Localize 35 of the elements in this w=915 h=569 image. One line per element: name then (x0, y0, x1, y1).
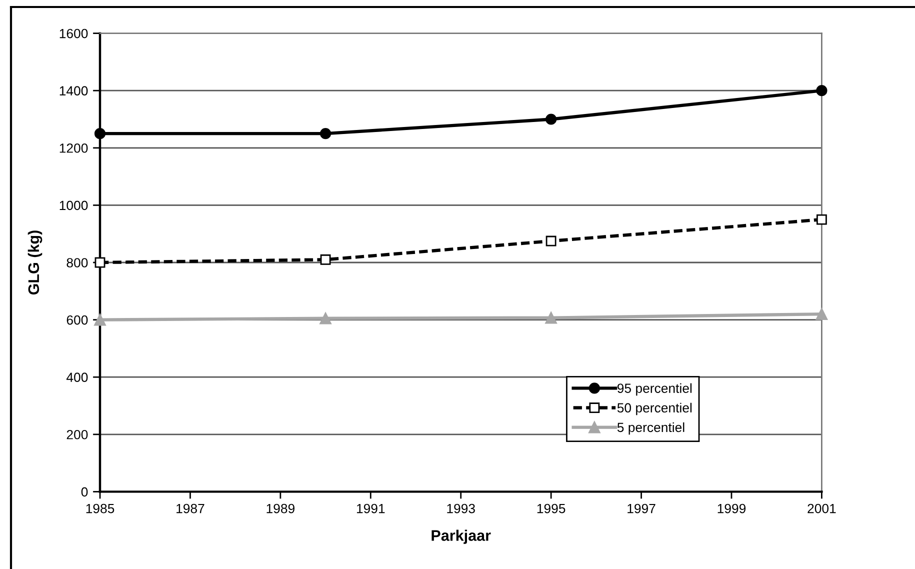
point (545, 312, 557, 324)
y-tick-label: 600 (66, 315, 88, 325)
point (816, 214, 827, 225)
x-tick-label: 1995 (537, 504, 566, 514)
y-axis-title: GLG (kg) (28, 230, 42, 295)
y-tick-label: 1400 (60, 86, 88, 96)
y-tick-label: 1000 (60, 200, 88, 210)
y-tick-label: 200 (66, 430, 88, 440)
x-tick-label: 1999 (718, 504, 746, 514)
point (816, 85, 828, 96)
x-tick-label: 1987 (176, 504, 204, 514)
x-tick-label: 1985 (86, 504, 114, 514)
point (546, 236, 556, 246)
x-tick-label: 1993 (447, 504, 475, 514)
x-tick-label: 2001 (808, 504, 836, 514)
legend-label: 5 percentiel (617, 422, 684, 435)
y-tick-label: 0 (81, 487, 88, 497)
point (320, 254, 331, 265)
x-tick-label: 1997 (628, 504, 656, 514)
point (320, 128, 332, 140)
legend-label: 50 percentiel (617, 402, 692, 416)
x-axis-title: Parkjaar (432, 530, 491, 544)
point (320, 312, 332, 324)
point (94, 257, 106, 268)
x-tick-label: 1991 (356, 504, 385, 514)
x-tick-label: 1989 (266, 504, 294, 514)
legend-label: 95 percentiel (617, 383, 692, 396)
y-tick-label: 800 (66, 258, 88, 268)
y-tick-label: 1200 (60, 143, 88, 153)
y-tick-label: 400 (66, 372, 88, 382)
point (94, 128, 106, 140)
point (546, 114, 557, 125)
point (816, 308, 828, 320)
point (94, 314, 106, 326)
y-tick-label: 1600 (60, 28, 88, 38)
